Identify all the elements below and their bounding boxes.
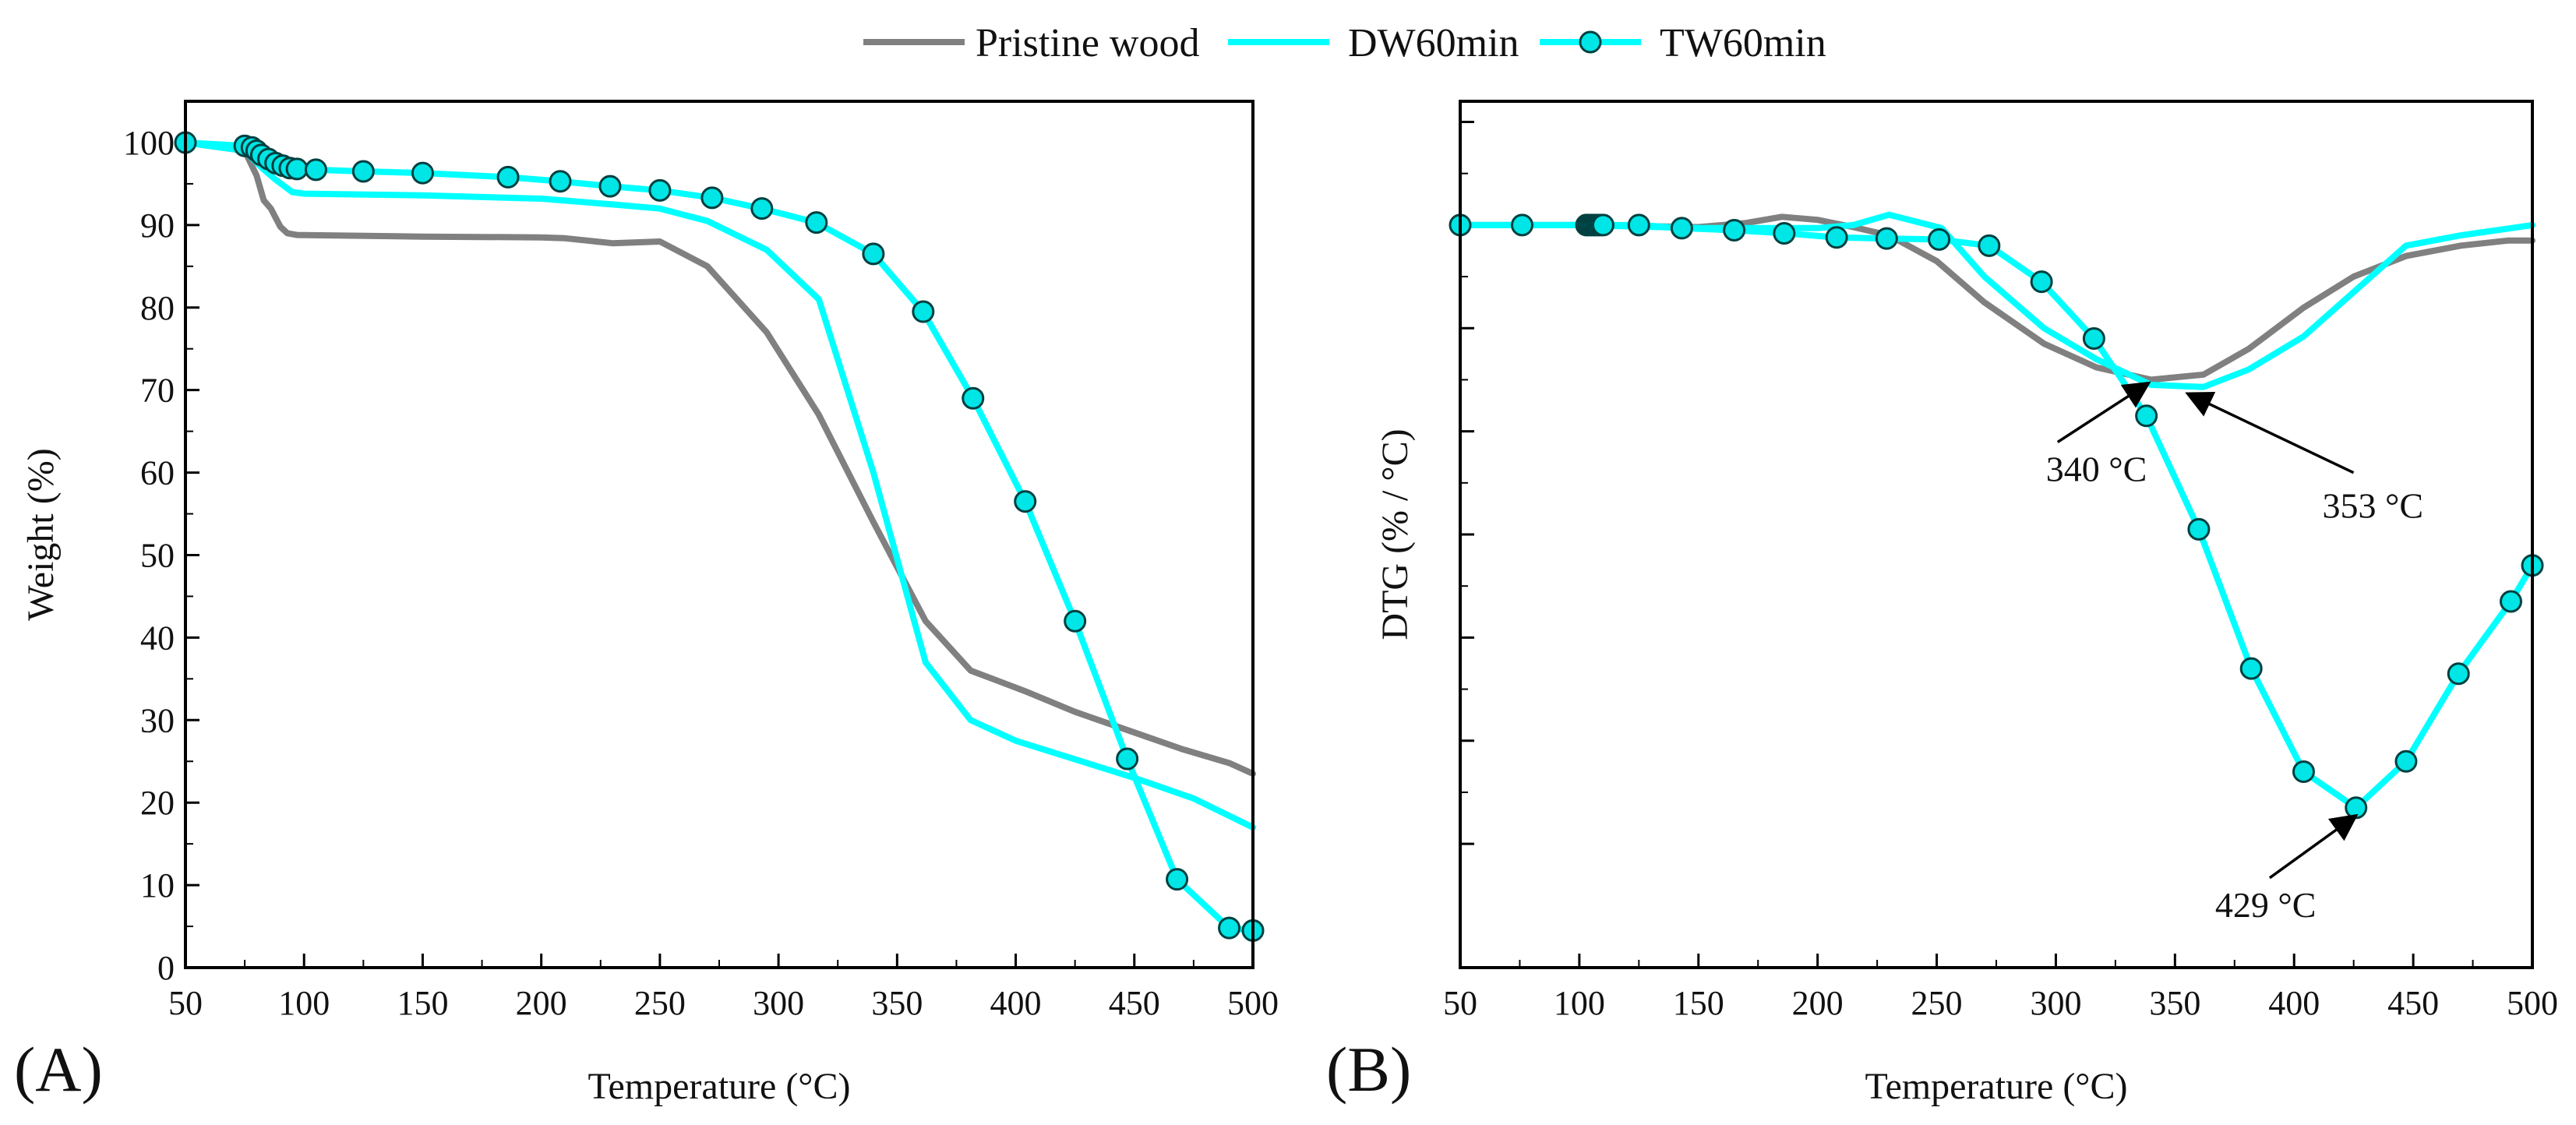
panel-b-xtick-label: 400	[2268, 984, 2320, 1022]
panel-b-series-dw60min	[1457, 211, 2535, 390]
panel-a-point-tw60min	[1116, 747, 1139, 771]
panel-b-point-tw60min	[1773, 221, 1796, 245]
panel-b-point-tw60min	[1627, 213, 1650, 237]
panel-b-point-tw60min	[2447, 662, 2470, 686]
panel-a-series-dw60min	[182, 139, 1256, 831]
panel-a-xtick-label: 450	[1109, 984, 1160, 1022]
panel-a-xtick-label: 400	[990, 984, 1042, 1022]
panel-a-point-tw60min	[549, 170, 572, 193]
annotation-label: 340 °C	[2046, 449, 2147, 488]
panel-b-point-tw60min	[1928, 227, 1951, 251]
panel-a-ytick-label: 50	[140, 536, 175, 574]
panel-a-point-tw60min	[351, 160, 375, 183]
panel-a-xtick-label: 50	[168, 984, 203, 1022]
panel-b-point-tw60min	[1511, 213, 1534, 237]
panel-b-point-tw60min	[2082, 326, 2105, 350]
panel-a-point-tw60min	[411, 161, 434, 185]
panel-a-point-tw60min	[962, 386, 985, 410]
panel-a-point-tw60min	[496, 165, 520, 189]
panel-a-frame	[184, 100, 1254, 969]
panel-b-plot: 50 100 150 200 250 300 350 400 450 500 340 °C 353 °…	[1443, 120, 2558, 1022]
panel-a-series-pristine	[182, 139, 1256, 778]
annotation-label: 429 °C	[2215, 885, 2317, 925]
panel-b-point-tw60min	[1591, 213, 1614, 237]
panel-b-point-tw60min	[1978, 234, 2001, 257]
panel-b-ylabel: DTG (% / °C)	[1374, 428, 1416, 640]
panel-a-ytick-label: 40	[140, 619, 175, 657]
panel-b-frame	[1459, 100, 2534, 969]
panel-a-xtick-label: 100	[278, 984, 330, 1022]
panel-a-xtick-label: 350	[871, 984, 923, 1022]
annotation-arrow	[2185, 391, 2355, 474]
panel-b-xtick-label: 350	[2149, 984, 2200, 1022]
panel-b-point-tw60min	[1723, 218, 1746, 242]
panel-a-ytick-label: 0	[157, 949, 175, 987]
panel-a-series-tw60min	[182, 139, 1256, 934]
panel-b-xtick-label: 450	[2387, 984, 2439, 1022]
panel-b-xtick-label: 100	[1554, 984, 1605, 1022]
panel-a-ytick-label: 30	[140, 701, 175, 739]
panel-a-point-tw60min	[805, 211, 828, 235]
legend-label-tw: TW60min	[1660, 21, 1826, 65]
panel-b-xtick-label: 250	[1911, 984, 1963, 1022]
panel-b-point-tw60min	[2345, 796, 2368, 820]
panel-a-ytick-label: 60	[140, 454, 175, 492]
panel-b-point-tw60min	[2135, 404, 2158, 428]
panel-b-label: (B)	[1326, 1034, 1411, 1105]
panel-b: 50 100 150 200 250 300 350 400 450 500 340 °C 353 °…	[1326, 100, 2558, 1107]
panel-a-xtick-label: 150	[397, 984, 448, 1022]
panel-a-ytick-label: 70	[140, 372, 175, 410]
panel-a-xtick-label: 250	[634, 984, 686, 1022]
panel-b-point-tw60min	[2030, 270, 2053, 294]
panel-b-point-tw60min	[2239, 657, 2263, 680]
annotation-arrow	[2056, 381, 2151, 443]
panel-a-xtick-label: 500	[1227, 984, 1279, 1022]
panel-b-point-tw60min	[1825, 226, 1848, 249]
panel-a-plot: 50 100 150 200 250 300 350 400 450 500 0 10 20 30 40 50…	[123, 124, 1279, 1022]
panel-a-point-tw60min	[1064, 609, 1087, 633]
panel-a-point-tw60min	[1166, 868, 1189, 891]
panel-a-label: (A)	[14, 1034, 103, 1105]
panel-b-point-tw60min	[2292, 760, 2315, 783]
panel-a-point-tw60min	[862, 242, 885, 266]
panel-a-xtick-label: 300	[753, 984, 804, 1022]
panel-b-point-tw60min	[2499, 590, 2522, 613]
panel-a-ytick-label: 80	[140, 289, 175, 327]
panel-b-point-tw60min	[2187, 517, 2211, 541]
panel-b-xtick-label: 300	[2030, 984, 2081, 1022]
panel-a-xtick-label: 200	[516, 984, 567, 1022]
annotation-arrow	[2268, 813, 2359, 880]
panel-a-point-tw60min	[598, 175, 622, 198]
legend-label-dw: DW60min	[1348, 21, 1519, 65]
legend-marker-tw	[1579, 30, 1602, 54]
panel-a-point-tw60min	[304, 158, 327, 182]
panel-b-xtick-label: 500	[2507, 984, 2558, 1022]
panel-a-point-tw60min	[912, 300, 935, 323]
panel-a-ytick-label: 10	[140, 866, 175, 905]
panel-a-point-tw60min	[648, 178, 672, 202]
panel-b-point-tw60min	[1670, 217, 1693, 240]
panel-a-point-tw60min	[1218, 916, 1241, 940]
panel-b-xtick-label: 50	[1443, 984, 1477, 1022]
panel-b-point-tw60min	[1875, 227, 1898, 250]
panel-a-ytick-label: 100	[123, 124, 175, 162]
panel-a-xlabel: Temperature (°C)	[588, 1066, 850, 1107]
panel-a: 50 100 150 200 250 300 350 400 450 500 0 10 20 30 40 50…	[14, 100, 1279, 1107]
panel-a-ytick-label: 20	[140, 784, 175, 822]
panel-a-point-tw60min	[285, 157, 309, 181]
annotation-label: 353 °C	[2323, 486, 2424, 526]
panel-a-ylabel: Weight (%)	[20, 448, 62, 620]
legend: Pristine wood DW60min TW60min	[863, 21, 1826, 65]
panel-a-point-tw60min	[750, 197, 774, 220]
panel-a-ytick-label: 90	[140, 206, 175, 245]
panel-b-xtick-label: 200	[1792, 984, 1844, 1022]
panel-b-point-tw60min	[2394, 749, 2418, 773]
panel-b-xlabel: Temperature (°C)	[1865, 1066, 2127, 1107]
legend-label-pristine: Pristine wood	[976, 21, 1199, 65]
panel-a-point-tw60min	[700, 186, 724, 210]
panel-b-xtick-label: 150	[1673, 984, 1724, 1022]
panel-a-point-tw60min	[1014, 490, 1037, 513]
